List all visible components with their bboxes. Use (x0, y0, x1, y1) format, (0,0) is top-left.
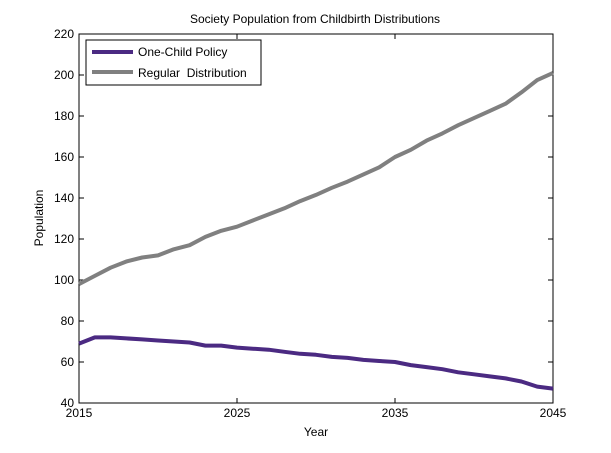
y-tick-label: 80 (61, 314, 75, 328)
chart-title: Society Population from Childbirth Distr… (190, 12, 440, 26)
y-tick-label: 160 (54, 150, 74, 164)
y-tick-label: 120 (54, 232, 74, 246)
x-tick-label: 2045 (540, 406, 567, 420)
legend-label-regular: Regular Distribution (138, 66, 247, 80)
y-tick-label: 200 (54, 68, 74, 82)
series-line-one-child-policy (78, 335, 554, 391)
y-tick-label: 60 (61, 355, 75, 369)
axis-ticks: 2015 2025 2035 2045 40 60 80 100 120 140 160 180 200… (54, 27, 567, 420)
y-tick-label: 40 (61, 396, 75, 410)
legend: One-Child Policy Regular Distribution (85, 39, 262, 86)
y-tick-label: 220 (54, 27, 74, 41)
plot-frame (78, 33, 554, 404)
series-lines (78, 71, 554, 391)
y-tick-label: 180 (54, 109, 74, 123)
y-tick-label: 140 (54, 191, 74, 205)
y-axis-title: Population (32, 190, 46, 247)
x-axis-title: Year (304, 425, 328, 439)
y-tick-label: 100 (54, 273, 74, 287)
legend-label-one-child: One-Child Policy (138, 45, 227, 59)
x-tick-label: 2035 (382, 406, 409, 420)
x-tick-label: 2025 (224, 406, 251, 420)
x-tick-label: 2015 (66, 406, 93, 420)
series-line-regular-distribution (78, 71, 554, 286)
legend-box (85, 39, 262, 86)
